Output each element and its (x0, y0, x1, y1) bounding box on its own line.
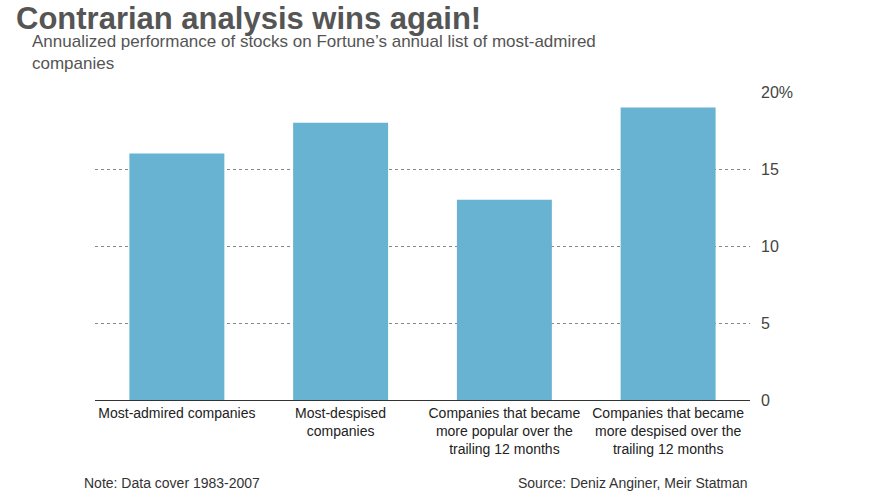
svg-text:Companies that becamemore desp: Companies that becamemore despised over … (592, 405, 744, 457)
svg-text:Note: Data cover 1983-2007: Note: Data cover 1983-2007 (84, 475, 260, 491)
svg-text:0: 0 (761, 392, 770, 409)
svg-text:10: 10 (761, 238, 779, 255)
svg-text:Most-despisedcompanies: Most-despisedcompanies (295, 405, 386, 439)
svg-text:Most-admired companies: Most-admired companies (98, 405, 255, 421)
svg-text:15: 15 (761, 161, 779, 178)
svg-text:Contrarian analysis wins again: Contrarian analysis wins again! (16, 1, 481, 36)
svg-text:Source: Deniz Anginer, Meir St: Source: Deniz Anginer, Meir Statman (518, 475, 748, 491)
svg-text:20%: 20% (761, 84, 793, 101)
svg-text:5: 5 (761, 315, 770, 332)
svg-text:Companies that becamemore popu: Companies that becamemore popular over t… (428, 405, 580, 457)
svg-text:Annualized performance of stoc: Annualized performance of stocks on Fort… (32, 32, 596, 73)
